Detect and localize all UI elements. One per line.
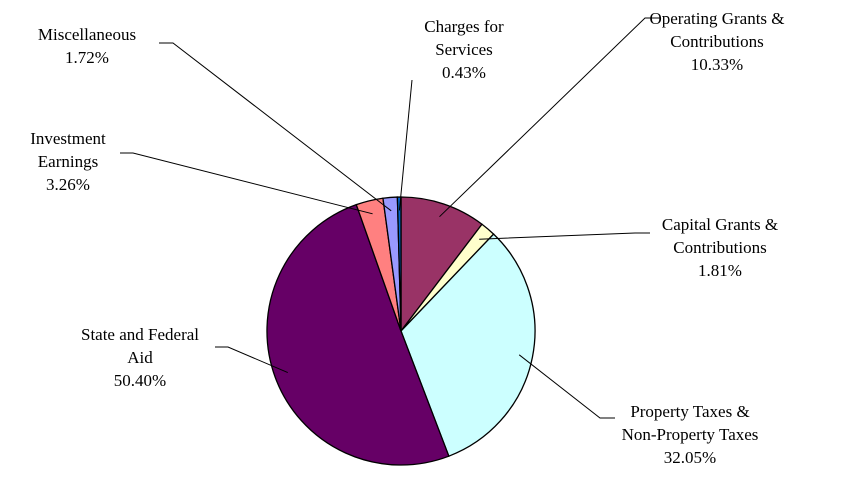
slice-name-label: Capital Grants & — [662, 215, 778, 234]
leader-lines — [120, 17, 660, 419]
pie-slice — [266, 203, 450, 466]
slice-percent-label: 1.81% — [698, 261, 742, 280]
slice-percent-label: 10.33% — [691, 55, 743, 74]
slice-name-label: Miscellaneous — [38, 25, 136, 44]
slice-name-label: Aid — [127, 348, 153, 367]
slice-name-label: Charges for — [424, 17, 504, 36]
slice-label: State and Federal Aid 50.40% — [81, 325, 199, 390]
slice-label: Investment Earnings 3.26% — [30, 129, 106, 194]
leader-line — [518, 354, 615, 419]
slice-name-label: Non-Property Taxes — [622, 425, 759, 444]
slice-name-label: Property Taxes & — [630, 402, 749, 421]
slice-name-label: Investment — [30, 129, 106, 148]
slice-percent-label: 32.05% — [664, 448, 716, 467]
slice-name-label: Earnings — [38, 152, 98, 171]
leader-line — [215, 346, 288, 374]
slice-name-label: Contributions — [670, 32, 764, 51]
pie-slice — [400, 196, 483, 333]
leader-line — [479, 232, 650, 240]
pie-slices — [266, 196, 536, 466]
slice-label: Charges for Services 0.43% — [424, 17, 504, 82]
slice-percent-label: 1.72% — [65, 48, 109, 67]
slice-name-label: Operating Grants & — [649, 9, 784, 28]
slice-name-label: Contributions — [673, 238, 767, 257]
slice-label: Miscellaneous 1.72% — [38, 25, 136, 67]
leader-line — [159, 42, 392, 212]
leader-line — [120, 152, 373, 215]
slice-label: Capital Grants & Contributions 1.81% — [662, 215, 778, 280]
slice-labels: Operating Grants & Contributions 10.33% Cap… — [30, 9, 784, 467]
slice-percent-label: 0.43% — [442, 63, 486, 82]
slice-label: Operating Grants & Contributions 10.33% — [649, 9, 784, 74]
pie-slice — [400, 233, 536, 458]
leader-line — [439, 17, 660, 218]
slice-name-label: Services — [435, 40, 493, 59]
slice-percent-label: 50.40% — [114, 371, 166, 390]
slice-label: Property Taxes & Non-Property Taxes 32.05% — [622, 402, 759, 467]
slice-percent-label: 3.26% — [46, 175, 90, 194]
leader-line — [398, 79, 413, 211]
slice-name-label: State and Federal — [81, 325, 199, 344]
